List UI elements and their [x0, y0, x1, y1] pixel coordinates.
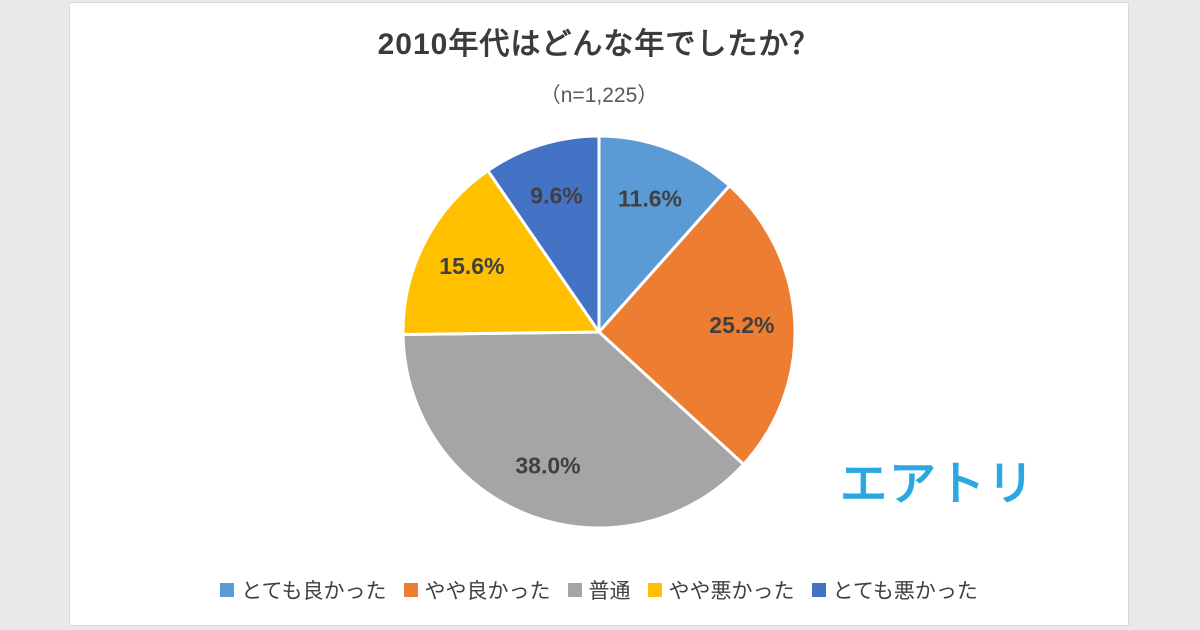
- chart-title: 2010年代はどんな年でしたか？: [377, 28, 821, 61]
- pie-slice-1: [597, 134, 732, 334]
- pie-slice-4: [401, 169, 601, 336]
- legend-item-5: とても悪かった: [811, 575, 978, 605]
- legend-swatch-4: [647, 583, 662, 597]
- pie-slice-2: [597, 184, 797, 466]
- legend-label-1: とても良かった: [241, 580, 387, 603]
- legend-swatch-5: [811, 583, 826, 597]
- pie-slice-label-5: 9.6%: [530, 182, 582, 208]
- pie-slice-3: [401, 330, 746, 530]
- legend-label-3: 普通: [588, 580, 631, 603]
- pie-slice-label-4: 15.6%: [439, 253, 504, 279]
- chart-panel: 2010年代はどんな年でしたか？ （n=1,225） 11.6% 25.2% 38.…: [69, 2, 1129, 626]
- pie-chart: 11.6% 25.2% 38.0% 15.6% 9.6%: [401, 134, 797, 530]
- airtrip-logo: エアトリ: [840, 457, 1036, 510]
- legend-label-2: やや良かった: [424, 580, 551, 603]
- pie-slice-label-1: 11.6%: [618, 185, 682, 211]
- pie-slice-label-2: 25.2%: [709, 312, 774, 338]
- legend: とても良かった やや良かった 普通 やや悪かった とても悪かった: [70, 575, 1128, 605]
- legend-item-2: やや良かった: [403, 575, 551, 605]
- legend-label-4: やや悪かった: [668, 580, 795, 603]
- legend-label-5: とても悪かった: [832, 580, 978, 603]
- legend-swatch-1: [220, 583, 235, 597]
- legend-item-4: やや悪かった: [647, 575, 795, 605]
- legend-swatch-2: [403, 583, 418, 597]
- legend-item-3: 普通: [567, 575, 631, 605]
- chart-subtitle: （n=1,225）: [539, 84, 659, 107]
- legend-swatch-3: [567, 583, 582, 597]
- legend-item-1: とても良かった: [220, 575, 387, 605]
- pie-slice-label-3: 38.0%: [515, 453, 580, 479]
- pie-slice-5: [486, 134, 601, 334]
